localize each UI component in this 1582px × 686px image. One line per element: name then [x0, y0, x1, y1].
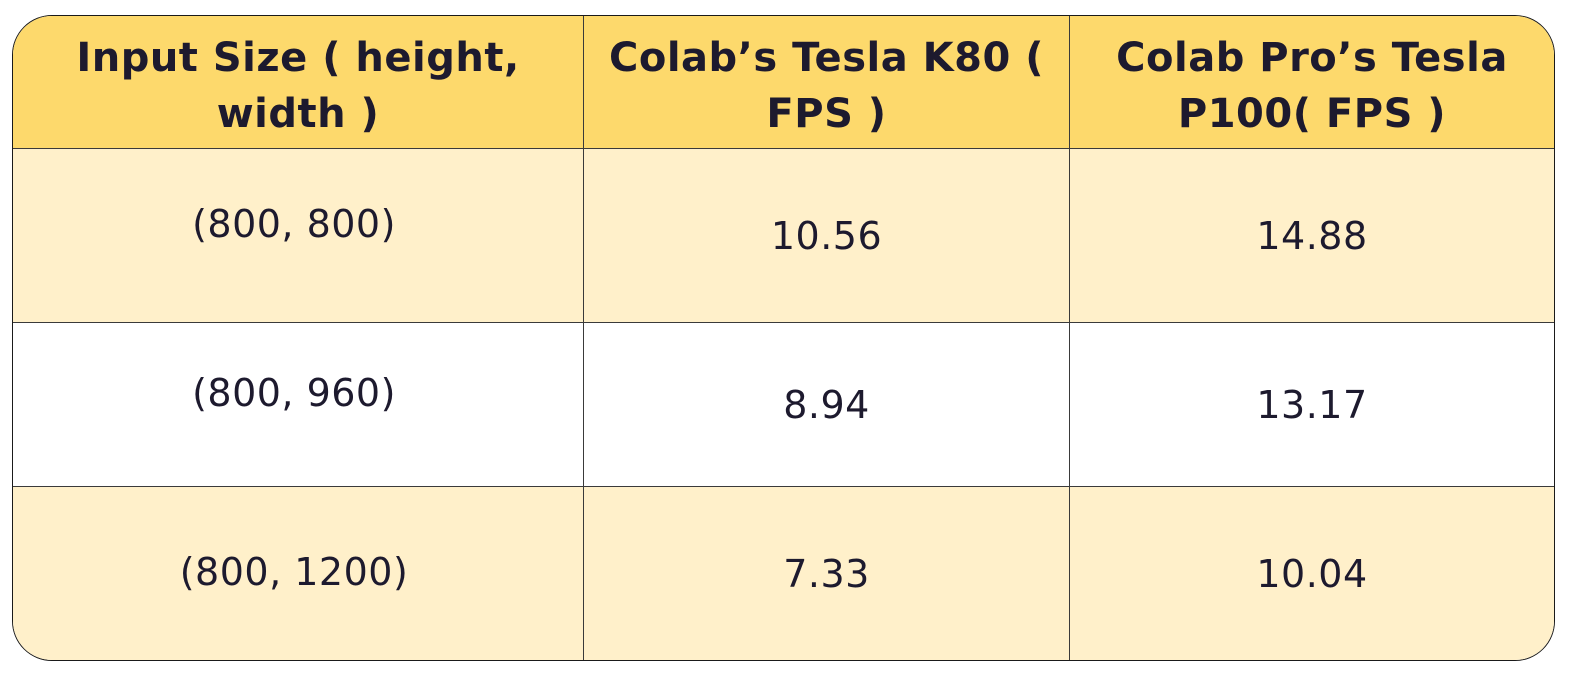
- input-size-value: (800, 1200): [179, 549, 409, 594]
- p100-fps-value: 14.88: [1256, 213, 1368, 258]
- header-p100-fps-label: Colab Pro’s Tesla P100( FPS ): [1116, 35, 1508, 137]
- k80-fps-value: 7.33: [783, 551, 870, 596]
- p100-fps-value: 13.17: [1256, 382, 1368, 427]
- input-size-value: (800, 800): [192, 201, 396, 246]
- header-p100-fps: Colab Pro’s Tesla P100( FPS ): [1070, 16, 1554, 149]
- k80-fps-value: 8.94: [783, 382, 870, 427]
- table-grid: Input Size ( height, width ) Colab’s Tes…: [13, 16, 1554, 660]
- header-input-size-label: Input Size ( height, width ): [76, 35, 520, 137]
- header-input-size: Input Size ( height, width ): [13, 16, 584, 149]
- input-size-cell: (800, 960): [13, 323, 584, 487]
- p100-fps-cell: 13.17: [1070, 323, 1554, 487]
- k80-fps-value: 10.56: [770, 213, 883, 258]
- input-size-cell: (800, 1200): [13, 487, 584, 660]
- fps-comparison-table: Input Size ( height, width ) Colab’s Tes…: [12, 15, 1555, 661]
- header-k80-fps: Colab’s Tesla K80 ( FPS ): [584, 16, 1070, 149]
- input-size-value: (800, 960): [192, 370, 396, 415]
- k80-fps-cell: 7.33: [584, 487, 1070, 660]
- p100-fps-cell: 14.88: [1070, 149, 1554, 323]
- header-k80-fps-label: Colab’s Tesla K80 ( FPS ): [608, 35, 1044, 137]
- p100-fps-cell: 10.04: [1070, 487, 1554, 660]
- input-size-cell: (800, 800): [13, 149, 584, 323]
- k80-fps-cell: 8.94: [584, 323, 1070, 487]
- p100-fps-value: 10.04: [1256, 551, 1368, 596]
- k80-fps-cell: 10.56: [584, 149, 1070, 323]
